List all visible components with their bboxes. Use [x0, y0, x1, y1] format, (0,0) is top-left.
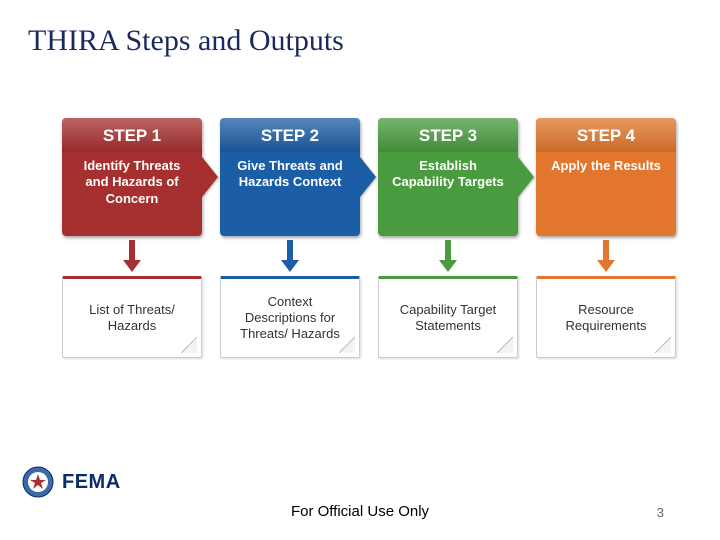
- seal-icon: [22, 466, 54, 498]
- step-1: STEP 1 Identify Threats and Hazards of C…: [62, 118, 202, 236]
- arrow-down-icon: [597, 240, 615, 272]
- output-3: Capability Target Statements: [378, 276, 518, 358]
- step-4: STEP 4 Apply the Results: [536, 118, 676, 236]
- fema-text: FEMA: [62, 471, 121, 494]
- step-4-body: Apply the Results: [536, 152, 676, 182]
- slide: THIRA Steps and Outputs STEP 1 Identify …: [0, 0, 720, 540]
- arrow-down-icon: [439, 240, 457, 272]
- fema-logo: FEMA: [22, 466, 121, 498]
- step-2-label: STEP 2: [220, 118, 360, 152]
- fold-icon: [497, 337, 513, 353]
- page-title: THIRA Steps and Outputs: [28, 24, 344, 58]
- step-1-body: Identify Threats and Hazards of Concern: [62, 152, 202, 215]
- step-2: STEP 2 Give Threats and Hazards Context: [220, 118, 360, 236]
- arrow-down-icon: [123, 240, 141, 272]
- output-4: Resource Requirements: [536, 276, 676, 358]
- step-2-body: Give Threats and Hazards Context: [220, 152, 360, 199]
- fold-icon: [339, 337, 355, 353]
- output-1-text: List of Threats/ Hazards: [73, 302, 191, 335]
- arrow-down-icon: [281, 240, 299, 272]
- step-1-label: STEP 1: [62, 118, 202, 152]
- step-4-label: STEP 4: [536, 118, 676, 152]
- output-2-text: Context Descriptions for Threats/ Hazard…: [231, 294, 349, 343]
- step-3: STEP 3 Establish Capability Targets: [378, 118, 518, 236]
- output-4-text: Resource Requirements: [547, 302, 665, 335]
- output-2: Context Descriptions for Threats/ Hazard…: [220, 276, 360, 358]
- fold-icon: [655, 337, 671, 353]
- classification-footer: For Official Use Only: [291, 503, 429, 520]
- steps-row: STEP 1 Identify Threats and Hazards of C…: [62, 118, 676, 236]
- step-3-body: Establish Capability Targets: [378, 152, 518, 199]
- output-3-text: Capability Target Statements: [389, 302, 507, 335]
- step-3-label: STEP 3: [378, 118, 518, 152]
- page-number: 3: [657, 505, 664, 520]
- output-1: List of Threats/ Hazards: [62, 276, 202, 358]
- fold-icon: [181, 337, 197, 353]
- outputs-row: List of Threats/ Hazards Context Descrip…: [62, 276, 676, 358]
